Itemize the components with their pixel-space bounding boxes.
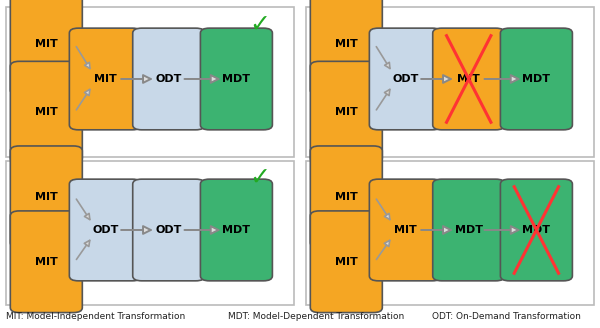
Bar [306, 161, 594, 305]
Text: MDT: MDT [223, 74, 250, 84]
Text: MIT: MIT [457, 74, 480, 84]
FancyBboxPatch shape [200, 28, 272, 130]
Text: ✓: ✓ [249, 166, 270, 190]
FancyBboxPatch shape [133, 28, 205, 130]
Bar [6, 7, 294, 157]
Text: MIT: MIT [335, 39, 358, 49]
Text: MIT: MIT [394, 225, 417, 235]
Text: MIT: MIT [335, 257, 358, 267]
FancyBboxPatch shape [10, 211, 82, 313]
FancyBboxPatch shape [370, 179, 442, 281]
Text: MIT: MIT [94, 74, 117, 84]
FancyBboxPatch shape [70, 179, 142, 281]
FancyBboxPatch shape [370, 28, 442, 130]
Text: MDT: MDT [523, 225, 550, 235]
FancyBboxPatch shape [133, 179, 205, 281]
Text: MIT: MIT [35, 257, 58, 267]
FancyBboxPatch shape [310, 61, 382, 163]
Bar [6, 161, 294, 305]
Text: MDT: Model-Dependent Transformation: MDT: Model-Dependent Transformation [228, 312, 404, 321]
FancyBboxPatch shape [310, 211, 382, 313]
FancyBboxPatch shape [500, 179, 572, 281]
Text: ODT: On-Demand Transformation: ODT: On-Demand Transformation [432, 312, 581, 321]
Text: MDT: MDT [523, 74, 550, 84]
Text: ODT: ODT [155, 225, 182, 235]
FancyBboxPatch shape [10, 61, 82, 163]
Text: MIT: MIT [35, 39, 58, 49]
Text: MIT: Model-Independent Transformation: MIT: Model-Independent Transformation [6, 312, 185, 321]
Text: MIT: MIT [35, 107, 58, 117]
Text: MDT: MDT [223, 225, 250, 235]
Text: ODT: ODT [92, 225, 119, 235]
FancyBboxPatch shape [433, 179, 505, 281]
Text: MIT: MIT [335, 192, 358, 202]
Text: ODT: ODT [155, 74, 182, 84]
FancyBboxPatch shape [500, 28, 572, 130]
Text: ODT: ODT [392, 74, 419, 84]
Bar [306, 7, 594, 157]
Text: MIT: MIT [335, 107, 358, 117]
Text: MIT: MIT [35, 192, 58, 202]
Text: ✓: ✓ [249, 13, 270, 37]
FancyBboxPatch shape [10, 0, 82, 95]
FancyBboxPatch shape [310, 0, 382, 95]
FancyBboxPatch shape [200, 179, 272, 281]
FancyBboxPatch shape [310, 146, 382, 248]
FancyBboxPatch shape [70, 28, 142, 130]
Text: MDT: MDT [455, 225, 483, 235]
FancyBboxPatch shape [10, 146, 82, 248]
FancyBboxPatch shape [433, 28, 505, 130]
